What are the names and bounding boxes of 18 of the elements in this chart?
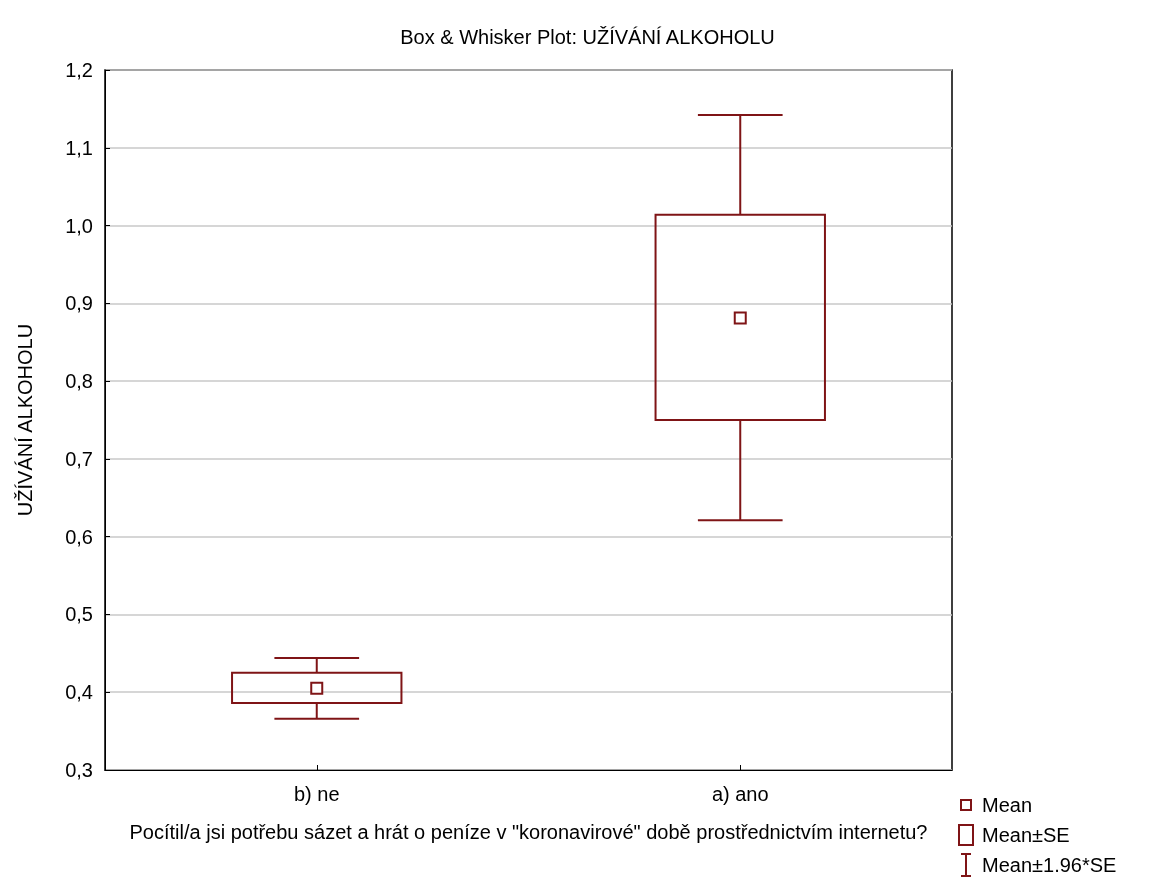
- y-tick-label: 0,7: [65, 447, 93, 470]
- text: Mean: [982, 793, 1033, 817]
- y-tick-label: 1,0: [65, 214, 93, 237]
- y-tick-label: 0,9: [65, 292, 93, 315]
- x-tick-label: a) ano: [711, 783, 769, 805]
- y-axis-title: UŽÍVÁNÍ ALKOHOLU: [14, 323, 36, 517]
- text: Mean±1.96*SE: [982, 853, 1117, 877]
- y-tick-label: 0,3: [65, 759, 93, 781]
- y-tick-label: 0,6: [65, 525, 93, 548]
- y-tick-label: 1,2: [65, 59, 93, 81]
- x-axis-title: Pocítil/a jsi potřebu sázet a hrát o peníze v "koronavirové" době prostřednictvím internetu?: [129, 821, 928, 843]
- y-tick-label: 0,5: [65, 603, 93, 626]
- chart-title: Box & Whisker Plot: UŽÍVÁNÍ ALKOHOLU: [400, 26, 775, 48]
- y-tick-label: 0,4: [65, 681, 93, 704]
- x-tick-label: b) ne: [293, 783, 340, 805]
- text: Mean±SE: [982, 823, 1070, 847]
- y-tick-label: 1,1: [65, 136, 93, 159]
- y-tick-label: 0,8: [65, 370, 93, 393]
